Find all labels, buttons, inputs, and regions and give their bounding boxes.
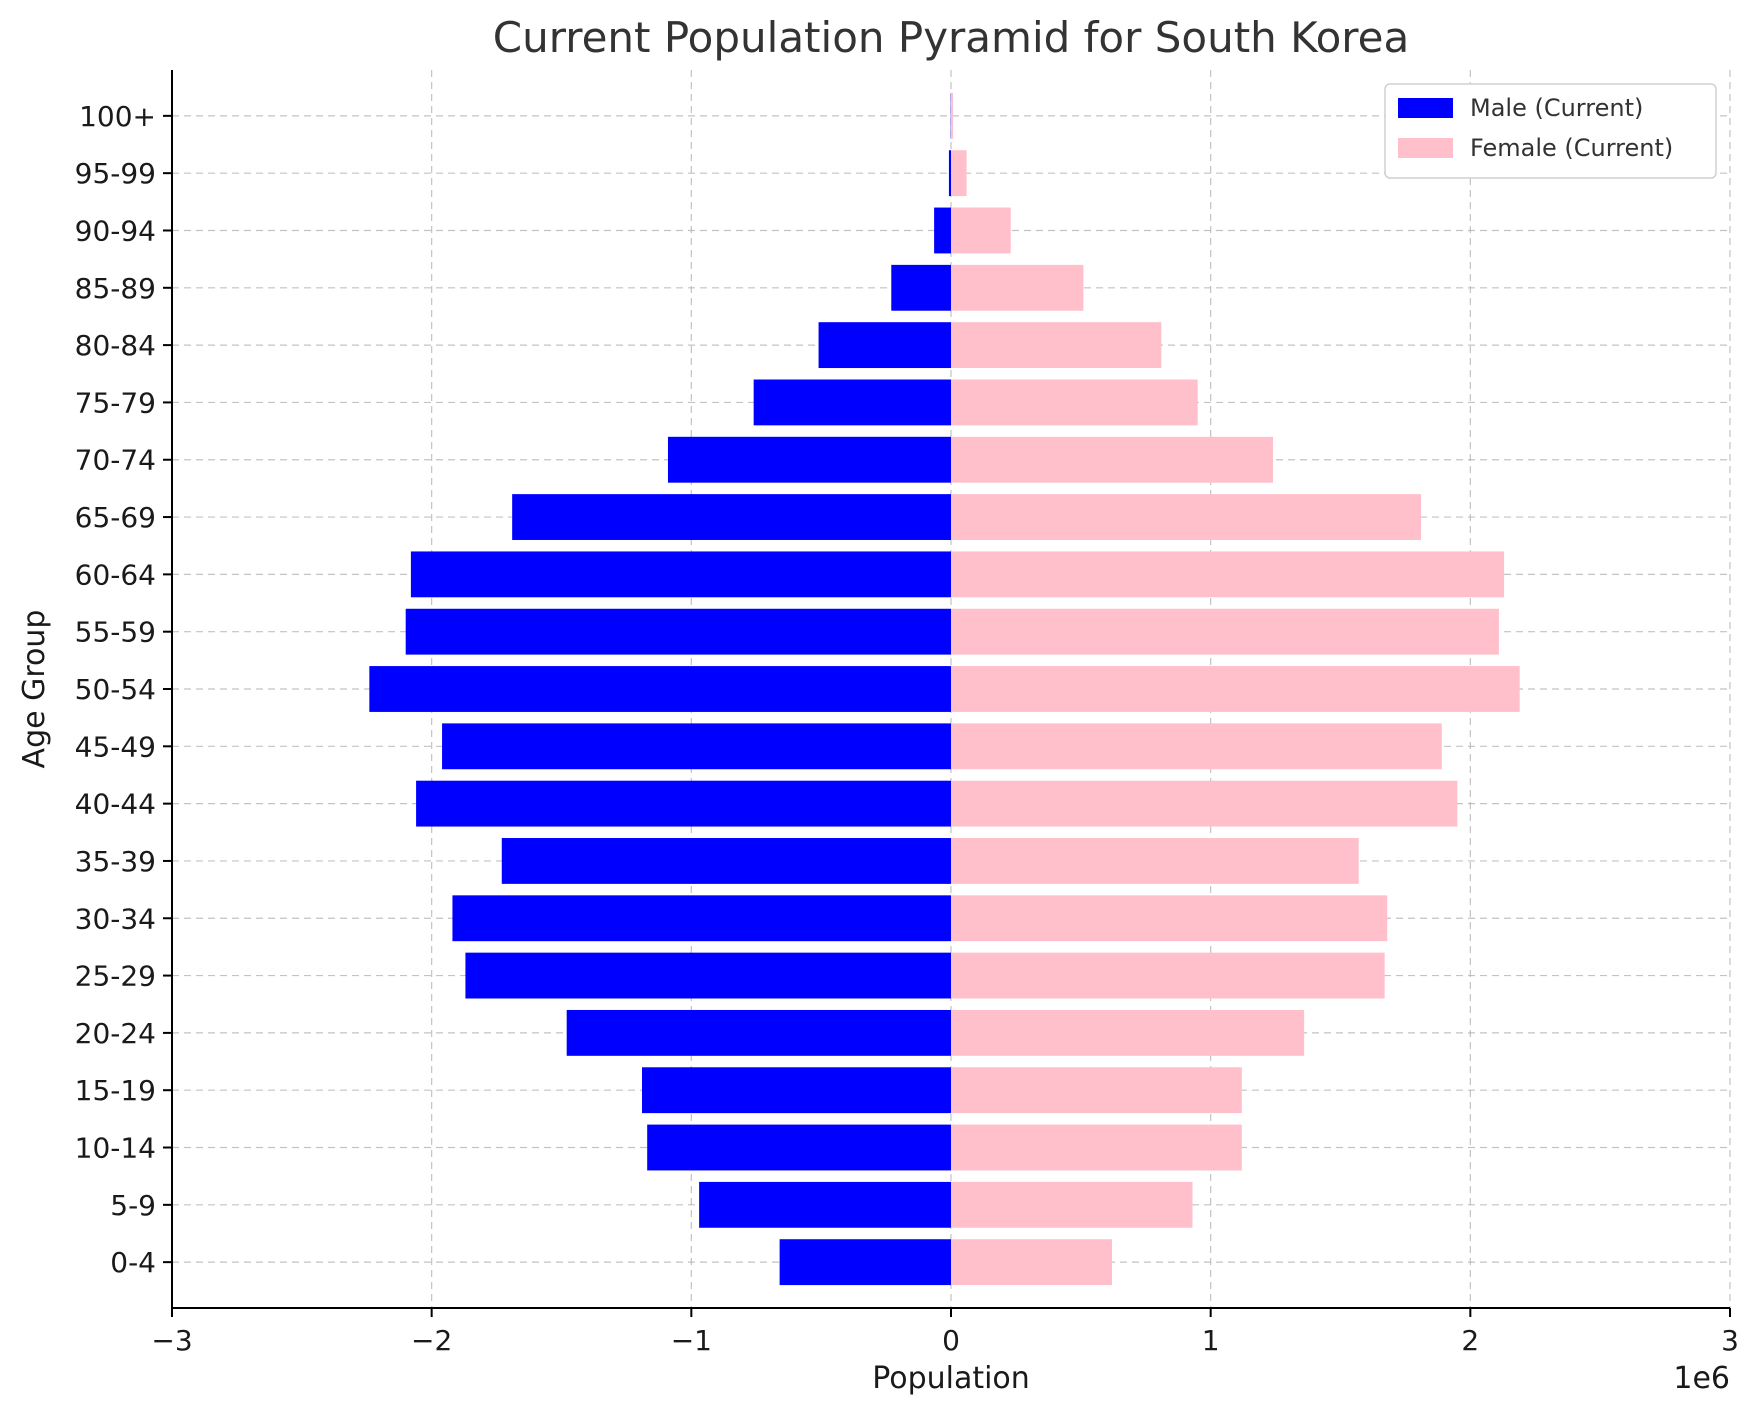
female-bar-80-84	[951, 322, 1162, 369]
male-bar-15-19	[641, 1067, 951, 1114]
y-axis-label: Age Group	[17, 610, 52, 769]
y-tick-label: 95-99	[75, 157, 156, 190]
female-bar-55-59	[951, 608, 1499, 655]
female-bar-70-74	[951, 436, 1273, 483]
y-tick-label: 65-69	[75, 501, 156, 534]
female-bar-30-34	[951, 895, 1388, 942]
bar-layer	[369, 92, 1520, 1286]
male-bar-85-89	[891, 264, 951, 311]
y-tick-label: 10-14	[75, 1132, 156, 1165]
legend-swatch	[1398, 98, 1453, 118]
y-tick-label: 15-19	[75, 1074, 156, 1107]
legend-label: Female (Current)	[1470, 134, 1673, 162]
legend: Male (Current) Female (Current)	[1384, 83, 1717, 179]
y-tick-label: 85-89	[75, 272, 156, 305]
y-tick-label: 50-54	[75, 673, 156, 706]
x-tick-label: −2	[411, 1324, 452, 1357]
x-tick-label: 0	[942, 1324, 960, 1357]
male-bar-0-4	[779, 1239, 951, 1286]
male-bar-70-74	[667, 436, 951, 483]
x-axis-offset-text: 1e6	[1673, 1361, 1730, 1396]
male-bar-95-99	[948, 150, 951, 197]
male-bar-10-14	[647, 1124, 951, 1171]
male-bar-40-44	[416, 780, 951, 827]
male-bar-60-64	[410, 551, 952, 598]
y-tick-label: 5-9	[110, 1189, 156, 1222]
y-tick-label: 80-84	[75, 329, 156, 362]
axis-layer: −3 −2 −1 0 1 2 3 0-4 5-9 10-14 15-19 20-24 25-29 30-3…	[75, 70, 1739, 1357]
female-bar-0-4	[951, 1239, 1112, 1286]
male-bar-90-94	[934, 207, 951, 254]
legend-swatch	[1398, 138, 1453, 158]
x-tick-label: 3	[1721, 1324, 1739, 1357]
chart-title: Current Population Pyramid for South Kor…	[493, 13, 1409, 62]
x-tick-label: −3	[151, 1324, 192, 1357]
female-bar-85-89	[951, 264, 1084, 311]
y-tick-label: 100+	[79, 100, 156, 133]
female-bar-75-79	[951, 379, 1198, 426]
male-bar-30-34	[452, 895, 951, 942]
y-tick-label: 20-24	[75, 1017, 156, 1050]
male-bar-25-29	[465, 952, 951, 999]
y-tick-label: 30-34	[75, 902, 156, 935]
x-tick-label: 2	[1461, 1324, 1479, 1357]
female-bar-5-9	[951, 1181, 1193, 1228]
female-bar-20-24	[951, 1009, 1305, 1056]
y-tick-label: 0-4	[110, 1246, 156, 1279]
male-bar-55-59	[405, 608, 951, 655]
female-bar-40-44	[951, 780, 1458, 827]
male-bar-20-24	[566, 1009, 951, 1056]
female-bar-65-69	[951, 494, 1421, 540]
y-tick-label: 35-39	[75, 845, 156, 878]
y-tick-label: 75-79	[75, 386, 156, 419]
male-bar-35-39	[501, 838, 951, 884]
y-tick-label: 55-59	[75, 616, 156, 649]
female-bar-60-64	[951, 551, 1505, 598]
female-bar-100+	[951, 92, 954, 139]
female-bar-90-94	[951, 207, 1011, 254]
male-bar-80-84	[818, 322, 951, 369]
female-bar-45-49	[951, 723, 1442, 770]
male-bar-45-49	[442, 723, 951, 770]
female-bar-25-29	[951, 952, 1385, 999]
legend-label: Male (Current)	[1470, 94, 1643, 122]
x-axis-label: Population	[872, 1361, 1030, 1396]
female-bar-10-14	[951, 1124, 1242, 1171]
x-tick-label: 1	[1202, 1324, 1220, 1357]
female-bar-95-99	[951, 150, 967, 197]
y-tick-label: 45-49	[75, 730, 156, 763]
y-tick-label: 25-29	[75, 960, 156, 993]
female-bar-15-19	[951, 1067, 1242, 1114]
y-tick-label: 40-44	[75, 788, 156, 821]
female-bar-35-39	[951, 838, 1359, 884]
x-tick-label: −1	[671, 1324, 712, 1357]
male-bar-65-69	[512, 494, 951, 540]
female-bar-50-54	[951, 666, 1520, 712]
male-bar-5-9	[699, 1181, 951, 1228]
y-tick-label: 90-94	[75, 214, 156, 247]
y-tick-label: 70-74	[75, 444, 156, 477]
male-bar-50-54	[369, 666, 951, 712]
legend-box	[1384, 83, 1717, 179]
male-bar-75-79	[753, 379, 951, 426]
y-tick-label: 60-64	[75, 558, 156, 591]
